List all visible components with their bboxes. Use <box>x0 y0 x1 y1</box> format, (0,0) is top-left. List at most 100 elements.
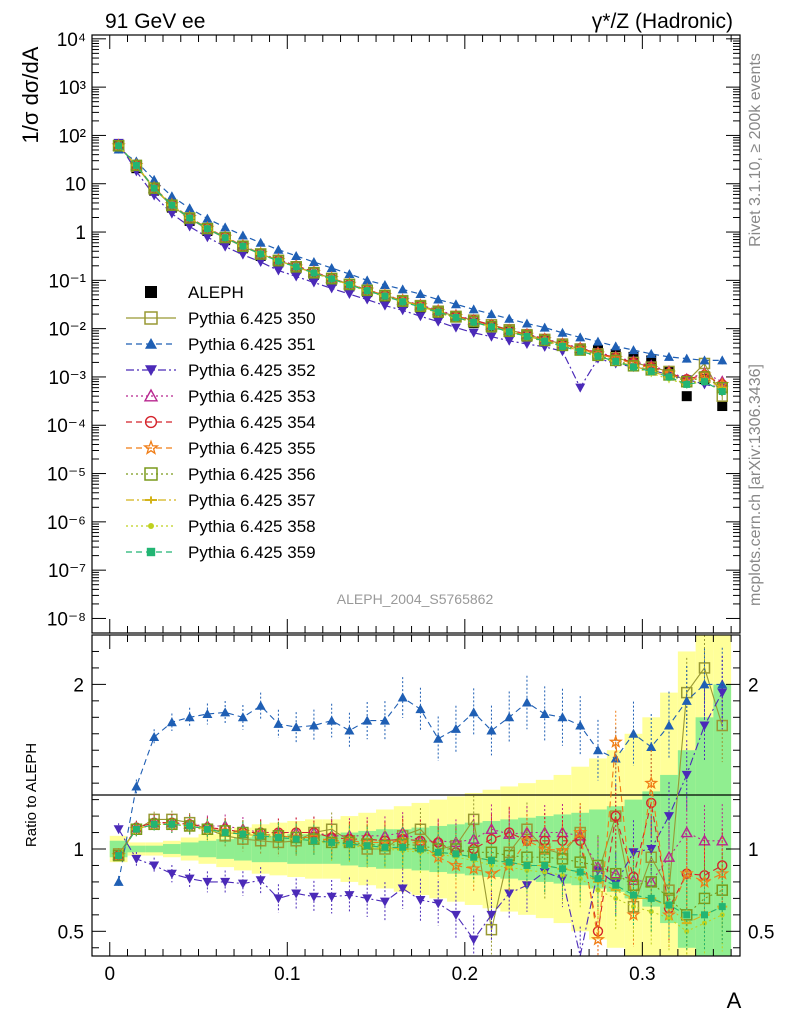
ratio-point <box>573 825 588 839</box>
ratio-point <box>505 858 513 866</box>
data-point <box>504 336 515 346</box>
legend-label: Pythia 6.425 357 <box>188 491 316 510</box>
ratio-point <box>647 894 655 902</box>
data-point <box>221 234 229 242</box>
ratio-point <box>203 825 211 833</box>
ratio-y-tick-label: 1 <box>73 840 84 861</box>
data-point <box>468 328 479 338</box>
ratio-point <box>629 891 637 899</box>
legend-entry: Pythia 6.425 353 <box>126 387 316 406</box>
series-pythia-6-425-351 <box>113 144 728 365</box>
inner-band <box>180 842 199 856</box>
ratio-point <box>186 822 194 830</box>
data-point <box>415 289 426 299</box>
data-point <box>399 298 407 306</box>
ratio-point <box>344 725 355 735</box>
series-line <box>118 145 723 393</box>
data-point <box>612 357 620 365</box>
legend-label: Pythia 6.425 354 <box>188 413 316 432</box>
ratio-point <box>221 829 229 837</box>
legend-label: Pythia 6.425 359 <box>188 543 316 562</box>
data-point <box>663 351 674 361</box>
ratio-point <box>648 909 654 915</box>
data-point <box>450 323 461 333</box>
ratio-y-tick-label-right: 1 <box>748 840 759 861</box>
data-point <box>308 256 319 266</box>
data-point <box>397 284 408 294</box>
process-label: γ*/Z (Hadronic) <box>592 10 733 33</box>
data-point <box>470 318 478 326</box>
data-point <box>699 355 710 365</box>
ratio-point <box>590 932 606 946</box>
data-point <box>184 203 195 213</box>
data-point <box>646 348 657 358</box>
ratio-point <box>255 876 266 886</box>
data-point <box>184 222 195 232</box>
ratio-point <box>542 869 548 875</box>
legend-entry: Pythia 6.425 357 <box>126 491 316 510</box>
inner-band <box>163 844 181 854</box>
ratio-point <box>504 889 515 899</box>
ratio-point <box>666 915 672 921</box>
legend-entry: Pythia 6.425 351 <box>126 335 316 354</box>
main-x-ticks <box>109 35 732 633</box>
ratio-point <box>310 837 318 845</box>
ratio-point <box>255 700 266 710</box>
ratio-series-pythia-6-425-359 <box>115 815 726 951</box>
data-point <box>273 266 284 276</box>
data-point <box>594 352 602 360</box>
data-point <box>150 184 158 192</box>
legend-marker <box>142 439 160 455</box>
ratio-point <box>184 712 195 722</box>
data-point <box>291 250 302 260</box>
energy-label: 91 GeV ee <box>105 10 205 33</box>
data-point <box>629 363 637 371</box>
ratio-point <box>679 866 694 880</box>
ratio-frame <box>91 634 741 957</box>
data-point <box>521 340 532 350</box>
ratio-point <box>168 820 176 828</box>
y-tick-label: 10 <box>65 175 86 196</box>
data-point <box>239 242 247 250</box>
legend-entry: Pythia 6.425 355 <box>126 439 316 458</box>
data-point <box>452 314 460 322</box>
ratio-point <box>468 707 479 717</box>
analysis-tag: ALEPH_2004_S5765862 <box>337 591 494 607</box>
ratio-series-pythia-6-425-351 <box>113 647 728 888</box>
data-point <box>166 209 177 219</box>
mcplots-label: mcplots.cern.ch [arXiv:1306.3436] <box>747 364 764 606</box>
legend-marker <box>143 388 159 402</box>
legend-entry: Pythia 6.425 352 <box>126 361 316 380</box>
data-point <box>362 295 373 305</box>
legend-marker <box>144 467 158 481</box>
ratio-point <box>612 881 620 889</box>
main-data-marks <box>111 138 730 412</box>
legend-entry: Pythia 6.425 354 <box>126 413 316 432</box>
y-tick-label: 10³ <box>59 78 86 99</box>
ratio-point <box>506 864 512 870</box>
data-point <box>700 378 708 386</box>
data-point <box>345 281 353 289</box>
legend-marker <box>146 547 156 557</box>
ratio-point <box>487 857 495 865</box>
ratio-point <box>115 852 123 860</box>
data-point <box>326 263 337 273</box>
data-point <box>681 353 692 363</box>
ratio-point <box>291 889 302 899</box>
data-point <box>521 318 532 328</box>
data-point <box>168 201 176 209</box>
data-point <box>237 230 248 240</box>
data-point <box>468 304 479 314</box>
ratio-point <box>608 734 623 748</box>
data-point <box>718 387 726 395</box>
data-point <box>487 323 495 331</box>
ratio-point <box>684 928 690 934</box>
y-tick-label: 10⁻⁶ <box>47 513 86 534</box>
inner-band <box>127 845 146 853</box>
data-point <box>363 287 371 295</box>
ratio-point <box>683 911 691 919</box>
y-tick-label: 10⁻⁷ <box>48 561 86 582</box>
data-point <box>257 250 265 258</box>
x-axis-label: A <box>727 988 742 1013</box>
